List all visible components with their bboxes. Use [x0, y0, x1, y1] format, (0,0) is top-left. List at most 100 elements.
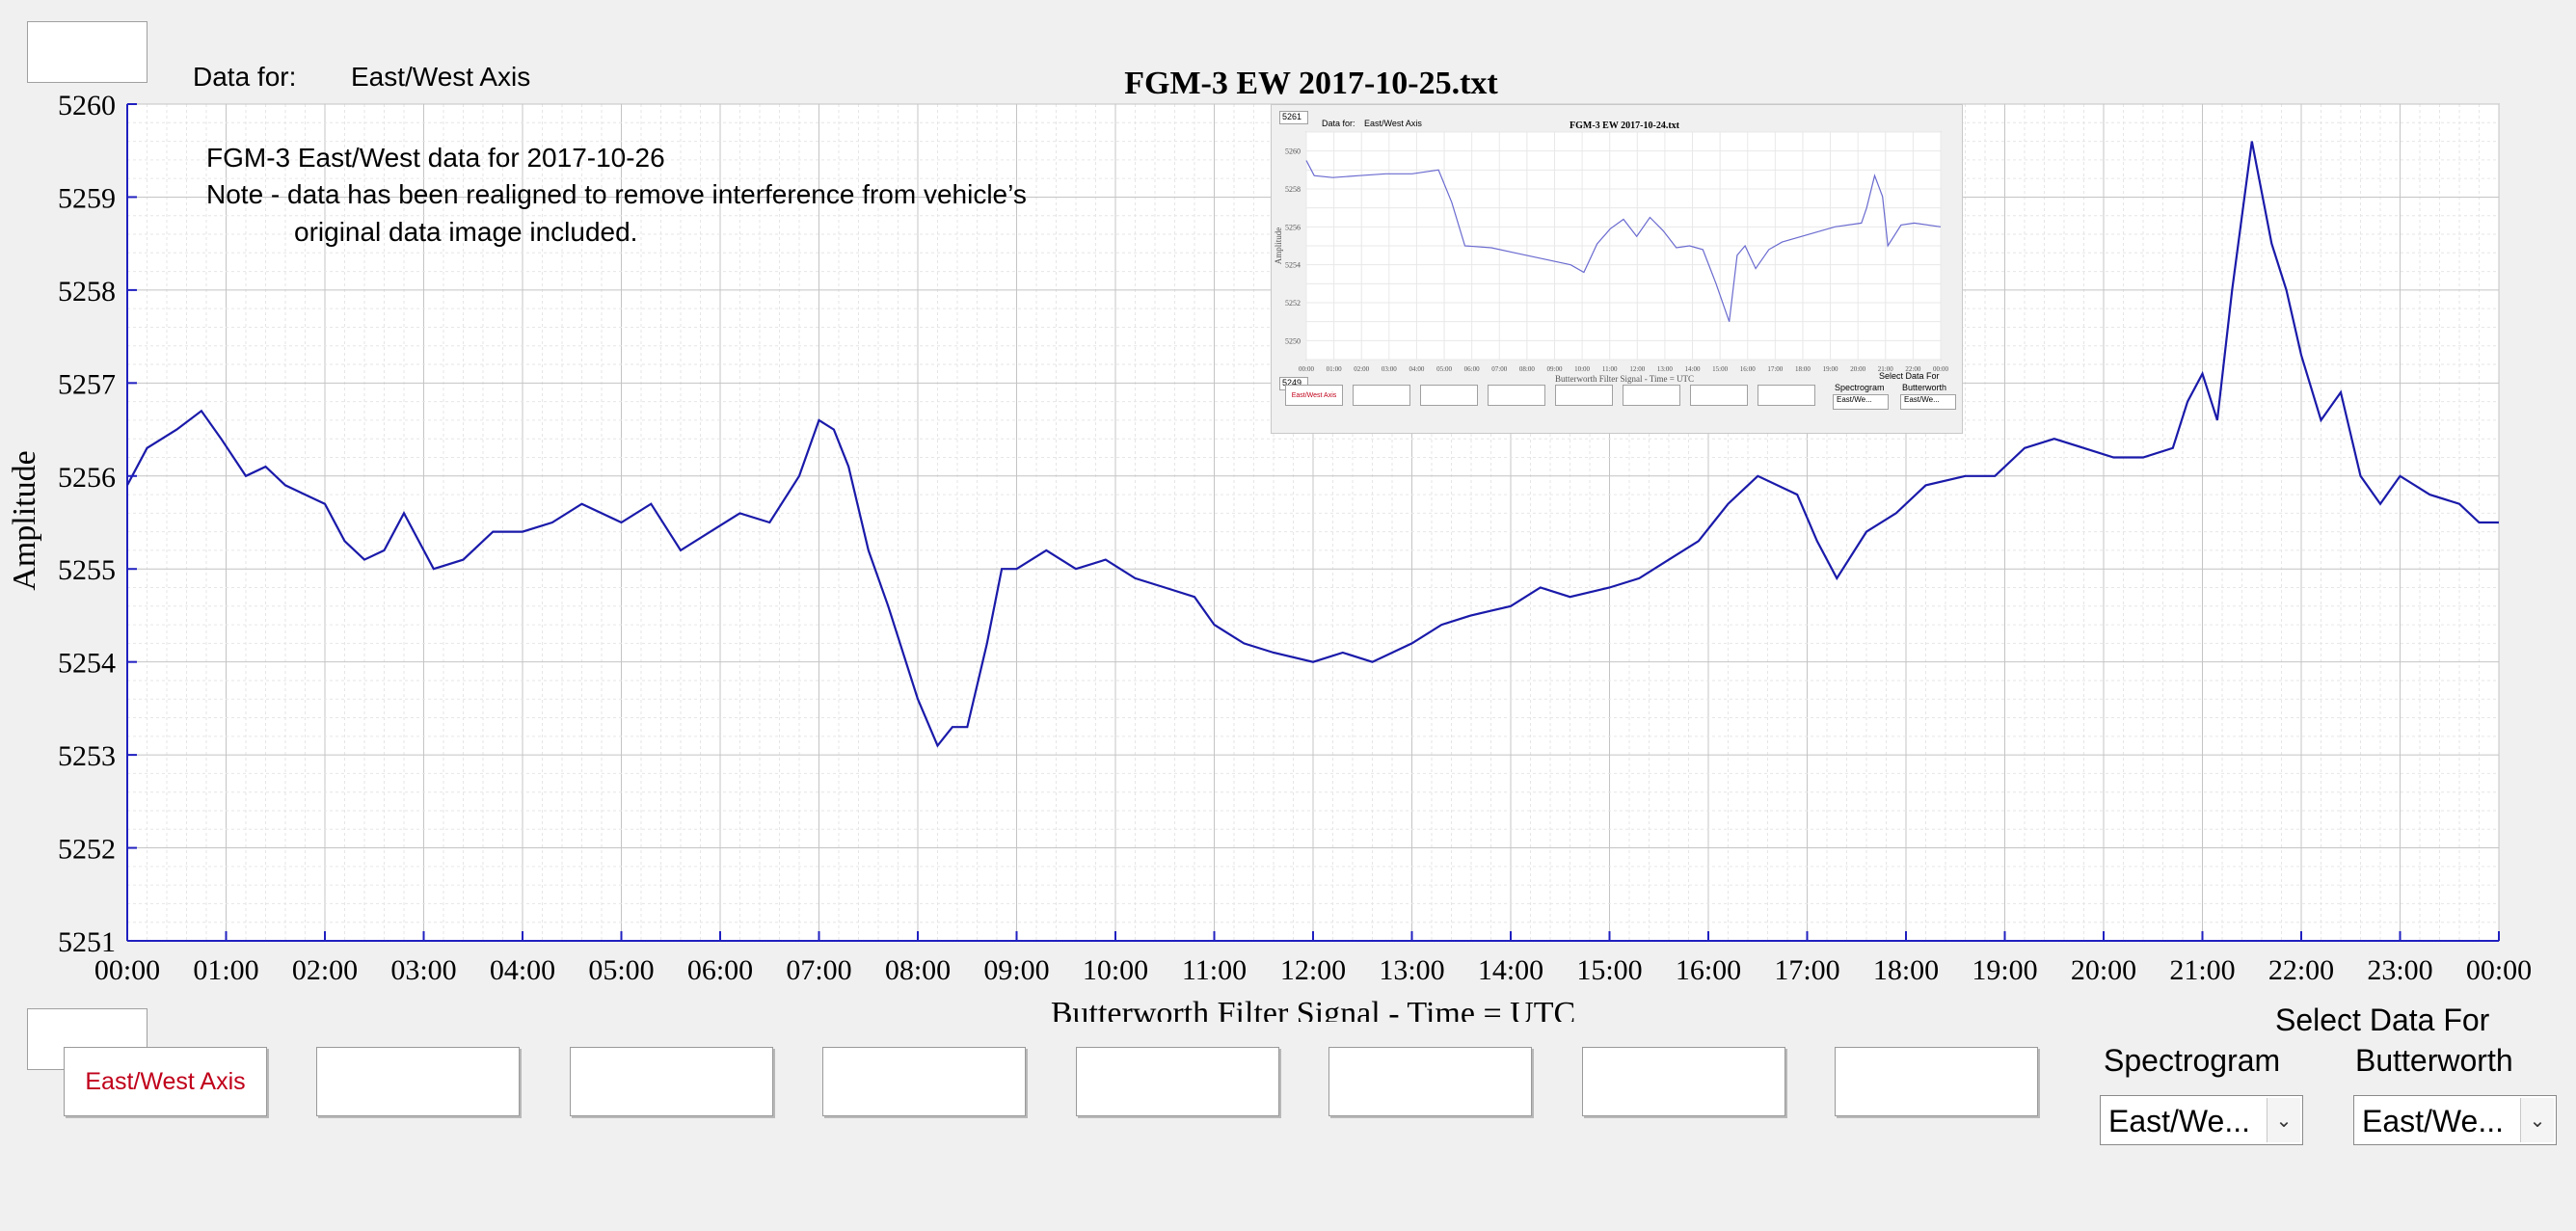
x-tick-label: 20:00 — [2071, 954, 2136, 986]
x-tick-label: 13:00 — [1379, 954, 1444, 986]
x-tick-label: 02:00 — [292, 954, 358, 986]
inset-data-for-value: East/West Axis — [1364, 119, 1422, 128]
inset-x-tick-label: 06:00 — [1464, 365, 1480, 373]
inset-butterworth-label: Butterworth — [1902, 383, 1947, 392]
x-tick-label: 17:00 — [1774, 954, 1839, 986]
y-tick-label: 5255 — [58, 554, 116, 586]
inset-select-data-for: Select Data For — [1879, 371, 1940, 381]
x-tick-label: 10:00 — [1083, 954, 1148, 986]
inset-x-tick-label: 01:00 — [1327, 365, 1342, 373]
x-tick-label: 11:00 — [1182, 954, 1247, 986]
note-line-3: original data image included. — [294, 217, 638, 247]
inset-x-tick-label: 03:00 — [1382, 365, 1397, 373]
inset-x-tick-label: 21:00 — [1878, 365, 1893, 373]
inset-y-tick-label: 5256 — [1285, 223, 1301, 231]
x-tick-label: 23:00 — [2367, 954, 2432, 986]
inset-x-tick-label: 00:00 — [1299, 365, 1314, 373]
x-tick-label: 04:00 — [490, 954, 555, 986]
x-tick-label: 05:00 — [588, 954, 654, 986]
inset-button — [1623, 385, 1680, 406]
x-tick-label: 14:00 — [1478, 954, 1543, 986]
x-tick-label: 09:00 — [983, 954, 1049, 986]
y-tick-label: 5260 — [58, 90, 116, 121]
inset-chart: FGM-3 EW 2017-10-24.txt 5260 5258 5256 5254… — [1274, 120, 1948, 384]
inset-series-line — [1305, 160, 1942, 322]
x-tick-label: 08:00 — [885, 954, 951, 986]
y-tick-labels: 5251 5252 5253 5254 5255 5256 5257 5258 5259 5260 — [58, 90, 137, 958]
x-tick-label: 16:00 — [1676, 954, 1741, 986]
inset-x-tick-label: 05:00 — [1436, 365, 1452, 373]
inset-x-tick-label: 19:00 — [1823, 365, 1838, 373]
inset-y-tick-label: 5258 — [1285, 185, 1301, 194]
x-tick-label: 01:00 — [193, 954, 258, 986]
y-axis-label: Amplitude — [7, 450, 42, 590]
inset-x-axis-label: Butterworth Filter Signal - Time = UTC — [1555, 374, 1694, 384]
inset-x-tick-label: 22:00 — [1905, 365, 1920, 373]
inset-x-tick-label: 15:00 — [1712, 365, 1728, 373]
inset-top-box: 5261 — [1279, 111, 1308, 124]
y-tick-label: 5257 — [58, 368, 116, 400]
butterworth-label: Butterworth — [2355, 1043, 2513, 1078]
x-tick-labels: 00:00 01:00 02:00 03:00 04:00 05:00 06:00 07:00… — [94, 931, 2532, 986]
butterworth-select[interactable]: East/We... ⌄ — [2353, 1095, 2557, 1145]
top-value-box[interactable] — [27, 21, 148, 83]
x-tick-label: 12:00 — [1280, 954, 1346, 986]
x-tick-label: 03:00 — [390, 954, 456, 986]
spectrogram-select[interactable]: East/We... ⌄ — [2100, 1095, 2303, 1145]
axis-button-5[interactable] — [1076, 1047, 1279, 1116]
axis-button-4[interactable] — [822, 1047, 1026, 1116]
inset-butterworth-select: East/We... — [1900, 394, 1956, 410]
inset-title: FGM-3 EW 2017-10-24.txt — [1570, 120, 1680, 131]
inset-x-tick-label: 13:00 — [1657, 365, 1673, 373]
inset-x-tick-label: 18:00 — [1795, 365, 1811, 373]
inset-x-tick-label: 00:00 — [1933, 365, 1948, 373]
y-tick-label: 5259 — [58, 182, 116, 214]
y-tick-label: 5252 — [58, 834, 116, 866]
inset-x-tick-label: 17:00 — [1767, 365, 1783, 373]
y-tick-label: 5251 — [58, 926, 116, 958]
original-data-image: 5261 Data for: East/West Axis FGM-3 EW 2… — [1271, 104, 1963, 434]
inset-x-tick-label: 04:00 — [1409, 365, 1424, 373]
inset-spectrogram-label: Spectrogram — [1835, 383, 1885, 392]
inset-y-tick-label: 5260 — [1285, 147, 1301, 156]
x-tick-label: 00:00 — [94, 954, 160, 986]
axis-button-6[interactable] — [1328, 1047, 1532, 1116]
y-tick-label: 5254 — [58, 648, 116, 680]
axis-button-2[interactable] — [316, 1047, 520, 1116]
data-for-value: East/West Axis — [351, 62, 531, 92]
inset-button — [1690, 385, 1748, 406]
chart-title: FGM-3 EW 2017-10-25.txt — [1124, 66, 1498, 101]
inset-axis-button: East/West Axis — [1285, 385, 1343, 406]
east-west-axis-button[interactable]: East/West Axis — [64, 1047, 267, 1116]
axis-button-3[interactable] — [570, 1047, 773, 1116]
chevron-down-icon[interactable]: ⌄ — [2267, 1098, 2300, 1142]
inset-x-tick-label: 12:00 — [1629, 365, 1645, 373]
x-tick-label: 06:00 — [687, 954, 753, 986]
y-tick-label: 5258 — [58, 276, 116, 308]
inset-y-tick-label: 5250 — [1285, 336, 1301, 345]
x-axis-label: Butterworth Filter Signal - Time = UTC — [1051, 996, 1575, 1022]
x-tick-label: 18:00 — [1873, 954, 1939, 986]
inset-button — [1488, 385, 1545, 406]
inset-x-tick-label: 09:00 — [1547, 365, 1563, 373]
inset-button — [1420, 385, 1478, 406]
axis-button-8[interactable] — [1835, 1047, 2038, 1116]
inset-y-axis-label: Amplitude — [1274, 227, 1283, 265]
inset-x-tick-label: 10:00 — [1574, 365, 1590, 373]
chevron-down-icon[interactable]: ⌄ — [2520, 1098, 2554, 1142]
inset-x-tick-label: 14:00 — [1685, 365, 1701, 373]
inset-x-tick-label: 11:00 — [1602, 365, 1618, 373]
x-tick-label: 00:00 — [2466, 954, 2532, 986]
series-line — [126, 141, 2499, 748]
note-line-2: Note - data has been realigned to remove… — [206, 179, 1027, 209]
y-tick-label: 5256 — [58, 462, 116, 494]
inset-y-tick-label: 5254 — [1285, 261, 1301, 270]
inset-spectrogram-select: East/We... — [1833, 394, 1889, 410]
axis-button-7[interactable] — [1582, 1047, 1785, 1116]
inset-x-tick-label: 02:00 — [1354, 365, 1369, 373]
x-tick-label: 22:00 — [2268, 954, 2334, 986]
inset-y-tick-label: 5252 — [1285, 299, 1301, 308]
inset-button — [1353, 385, 1410, 406]
inset-x-tick-label: 08:00 — [1519, 365, 1535, 373]
x-tick-label: 07:00 — [786, 954, 851, 986]
